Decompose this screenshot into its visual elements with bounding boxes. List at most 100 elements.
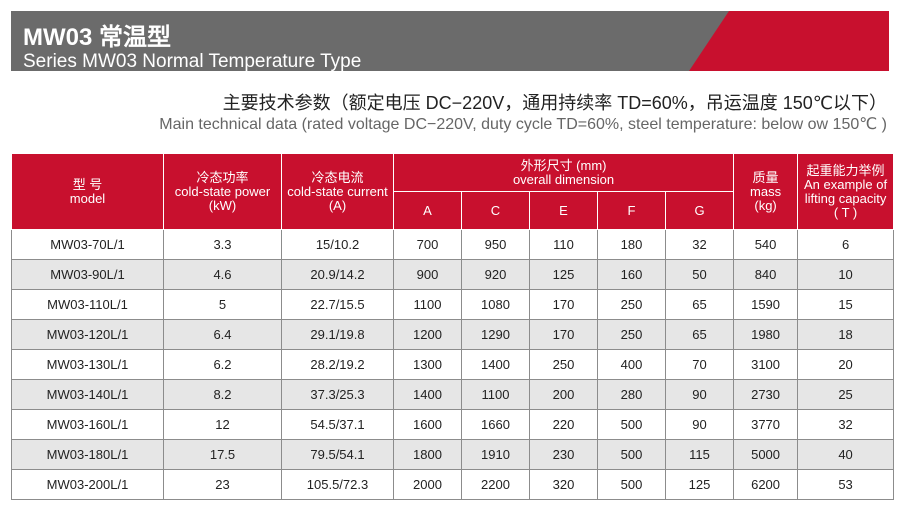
table-cell: 250	[597, 319, 666, 350]
table-cell: 1660	[461, 409, 530, 440]
header-lifting-cn: 起重能力举例	[806, 162, 885, 178]
table-cell: 50	[664, 259, 735, 290]
table-cell: 40	[797, 439, 895, 470]
header-row-dims: A C E F G	[12, 191, 894, 230]
table-cell: 250	[597, 289, 666, 320]
table-cell: 1290	[461, 319, 530, 350]
header-current-unit: (A)	[328, 197, 347, 213]
table-row: MW03-160L/1 12 54.5/37.1 1600 1660 220 500 90 37…	[11, 409, 895, 440]
table-cell: 1100	[461, 379, 530, 410]
table-cell: 2200	[461, 469, 530, 500]
table-cell: 250	[529, 349, 598, 380]
table-cell: MW03-90L/1	[11, 259, 164, 290]
table-cell: 65	[664, 289, 735, 320]
table-cell: 950	[461, 229, 530, 260]
table-cell: 1400	[393, 379, 462, 410]
table-cell: 2730	[733, 379, 799, 410]
table-cell: 220	[529, 409, 598, 440]
table-cell: 1400	[461, 349, 530, 380]
table-cell: MW03-180L/1	[11, 439, 164, 470]
page-subtitle: Series MW03 Normal Temperature Type	[23, 51, 362, 71]
header-model-en: model	[69, 190, 106, 206]
header-mass-en: mass	[750, 183, 782, 199]
table-cell: 65	[664, 319, 735, 350]
table-cell: 1100	[393, 289, 462, 320]
table-cell: 6	[797, 229, 895, 260]
table-cell: 400	[597, 349, 666, 380]
header-mass-unit: (kg)	[754, 197, 777, 213]
table-cell: 160	[597, 259, 666, 290]
table-cell: 125	[529, 259, 598, 290]
table-cell: 29.1/19.8	[281, 319, 394, 350]
spec-table: 型 号 model 冷态功率 cold-state power (kW) 冷态电…	[11, 153, 895, 500]
table-cell: 23	[163, 469, 282, 500]
page-title: MW03 常温型	[23, 24, 172, 51]
table-cell: 900	[393, 259, 462, 290]
table-cell: 3770	[733, 409, 799, 440]
table-cell: 18	[797, 319, 895, 350]
table-cell: MW03-120L/1	[11, 319, 164, 350]
header-power-cn: 冷态功率	[196, 169, 249, 185]
table-cell: 32	[664, 229, 735, 260]
table-cell: 1590	[733, 289, 799, 320]
table-cell: 125	[664, 469, 735, 500]
header-dimension: 外形尺寸 (mm) overall dimension	[392, 153, 735, 192]
table-cell: 8.2	[163, 379, 282, 410]
section-heading-en: Main technical data (rated voltage DC−22…	[159, 116, 887, 133]
table-cell: 1980	[733, 319, 799, 350]
table-cell: 1800	[393, 439, 462, 470]
header-power-unit: (kW)	[208, 197, 237, 213]
header-mass-cn: 质量	[752, 169, 779, 185]
table-cell: 70	[664, 349, 735, 380]
table-cell: 12	[163, 409, 282, 440]
table-cell: 500	[597, 409, 666, 440]
table-cell: 5	[163, 289, 282, 320]
table-row: MW03-120L/1 6.4 29.1/19.8 1200 1290 170 250 65 1…	[11, 319, 895, 350]
table-body: MW03-70L/1 3.3 15/10.2 700 950 110 180 32 540 6 MW…	[11, 229, 895, 500]
table-cell: 115	[664, 439, 735, 470]
header-lifting-en: An example of lifting capacity	[804, 176, 888, 206]
table-cell: 37.3/25.3	[281, 379, 394, 410]
header-current-cn: 冷态电流	[311, 169, 364, 185]
table-cell: 1200	[393, 319, 462, 350]
banner-accent	[689, 11, 889, 71]
table-row: MW03-130L/1 6.2 28.2/19.2 1300 1400 250 400 70 3…	[11, 349, 895, 380]
table-cell: 500	[597, 469, 666, 500]
table-cell: 79.5/54.1	[281, 439, 394, 470]
table-cell: MW03-110L/1	[11, 289, 164, 320]
header-power-en: cold-state power	[174, 183, 271, 199]
table-cell: MW03-140L/1	[11, 379, 164, 410]
table-cell: 90	[664, 409, 735, 440]
header-dimension-en: overall dimension	[512, 171, 615, 187]
table-cell: 3100	[733, 349, 799, 380]
table-cell: 170	[529, 289, 598, 320]
table-row: MW03-200L/1 23 105.5/72.3 2000 2200 320 500 125…	[11, 469, 895, 500]
table-cell: 28.2/19.2	[281, 349, 394, 380]
table-cell: 53	[797, 469, 895, 500]
table-cell: MW03-70L/1	[11, 229, 164, 260]
table-cell: 170	[529, 319, 598, 350]
header-power: 冷态功率 cold-state power (kW)	[163, 153, 282, 230]
table-cell: 700	[393, 229, 462, 260]
table-cell: 54.5/37.1	[281, 409, 394, 440]
table-cell: 20.9/14.2	[281, 259, 394, 290]
table-cell: 920	[461, 259, 530, 290]
header-current: 冷态电流 cold-state current (A)	[281, 153, 394, 230]
table-cell: 540	[733, 229, 799, 260]
table-cell: 105.5/72.3	[281, 469, 394, 500]
table-cell: 15	[797, 289, 895, 320]
title-banner: MW03 常温型 Series MW03 Normal Temperature …	[11, 11, 889, 71]
header-dim-e: E	[529, 191, 598, 230]
table-cell: 1080	[461, 289, 530, 320]
table-cell: 230	[529, 439, 598, 470]
table-cell: 200	[529, 379, 598, 410]
table-cell: MW03-130L/1	[11, 349, 164, 380]
section-heading-cn: 主要技术参数（额定电压 DC−220V，通用持续率 TD=60%，吊运温度 15…	[222, 93, 887, 113]
table-cell: 6.2	[163, 349, 282, 380]
table-row: MW03-140L/1 8.2 37.3/25.3 1400 1100 200 280 90 2…	[11, 379, 895, 410]
table-cell: 2000	[393, 469, 462, 500]
header-model-cn: 型 号	[72, 176, 103, 192]
header-dim-a: A	[393, 191, 462, 230]
table-cell: 110	[529, 229, 598, 260]
table-cell: 1300	[393, 349, 462, 380]
